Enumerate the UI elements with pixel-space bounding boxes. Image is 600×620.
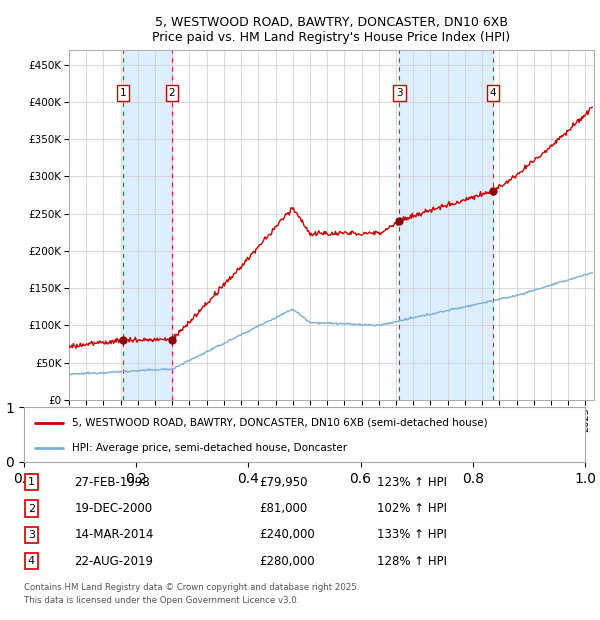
Text: 4: 4 bbox=[490, 89, 496, 99]
Text: 2: 2 bbox=[28, 503, 35, 513]
Text: 123% ↑ HPI: 123% ↑ HPI bbox=[377, 476, 448, 489]
Text: £280,000: £280,000 bbox=[260, 555, 315, 568]
Text: £79,950: £79,950 bbox=[260, 476, 308, 489]
Text: 1: 1 bbox=[120, 89, 127, 99]
Text: £240,000: £240,000 bbox=[260, 528, 316, 541]
Text: HPI: Average price, semi-detached house, Doncaster: HPI: Average price, semi-detached house,… bbox=[71, 443, 347, 453]
Text: Contains HM Land Registry data © Crown copyright and database right 2025.
This d: Contains HM Land Registry data © Crown c… bbox=[24, 583, 359, 605]
Text: 1: 1 bbox=[28, 477, 35, 487]
Bar bbox=[123, 50, 172, 400]
Bar bbox=[400, 50, 493, 400]
Text: £81,000: £81,000 bbox=[260, 502, 308, 515]
Text: 3: 3 bbox=[396, 89, 403, 99]
Text: 133% ↑ HPI: 133% ↑ HPI bbox=[377, 528, 448, 541]
Text: 14-MAR-2014: 14-MAR-2014 bbox=[74, 528, 154, 541]
Text: 3: 3 bbox=[28, 530, 35, 540]
Text: 128% ↑ HPI: 128% ↑ HPI bbox=[377, 555, 448, 568]
Text: 2: 2 bbox=[169, 89, 175, 99]
Text: 27-FEB-1998: 27-FEB-1998 bbox=[74, 476, 150, 489]
Text: 102% ↑ HPI: 102% ↑ HPI bbox=[377, 502, 448, 515]
Text: 5, WESTWOOD ROAD, BAWTRY, DONCASTER, DN10 6XB (semi-detached house): 5, WESTWOOD ROAD, BAWTRY, DONCASTER, DN1… bbox=[71, 418, 487, 428]
Title: 5, WESTWOOD ROAD, BAWTRY, DONCASTER, DN10 6XB
Price paid vs. HM Land Registry's : 5, WESTWOOD ROAD, BAWTRY, DONCASTER, DN1… bbox=[152, 16, 511, 44]
Text: 22-AUG-2019: 22-AUG-2019 bbox=[74, 555, 154, 568]
Text: 19-DEC-2000: 19-DEC-2000 bbox=[74, 502, 152, 515]
Text: 4: 4 bbox=[28, 556, 35, 566]
